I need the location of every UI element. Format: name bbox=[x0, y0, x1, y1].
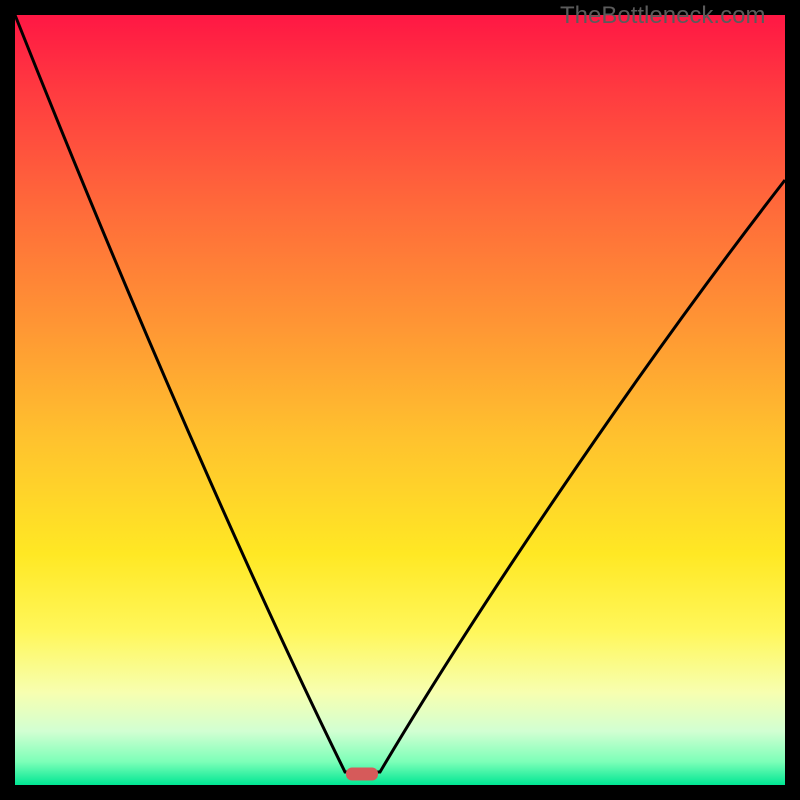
notch-marker-layer bbox=[0, 0, 800, 800]
watermark-text: TheBottleneck.com bbox=[560, 2, 765, 30]
notch-marker bbox=[346, 768, 378, 781]
chart-root: TheBottleneck.com bbox=[0, 0, 800, 800]
